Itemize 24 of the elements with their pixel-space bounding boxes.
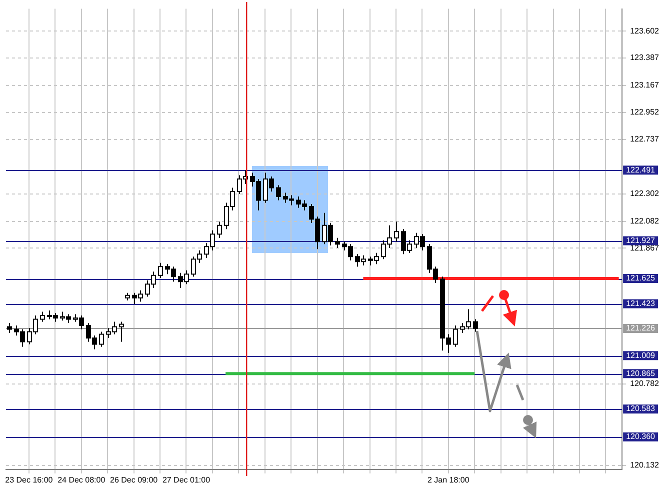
- y-tick-label: 123.167: [630, 80, 660, 90]
- y-tick-label: 123.602: [630, 26, 660, 36]
- y-tick-label: 122.952: [630, 108, 660, 117]
- ref-line-label: 120.865: [626, 368, 656, 378]
- x-tick-label: 2 Jan 18:00: [427, 475, 470, 484]
- y-tick-label: 121.867: [630, 243, 660, 252]
- y-tick-label: 122.302: [630, 188, 660, 198]
- ref-line-label: 120.360: [626, 432, 656, 442]
- y-tick-label: 120.782: [630, 379, 660, 388]
- y-tick-label: 120.132: [630, 460, 660, 470]
- ref-line-label: 121.927: [626, 236, 656, 245]
- ref-line-label: 121.423: [626, 299, 656, 308]
- ref-line-label: 122.491: [626, 165, 656, 174]
- y-tick-label: 122.082: [630, 216, 660, 226]
- ref-line-label: 121.625: [626, 274, 656, 283]
- ref-line-label: 121.009: [626, 350, 656, 360]
- x-tick-label: 27 Dec 01:00: [162, 475, 211, 484]
- y-tick-label: 123.387: [630, 53, 660, 62]
- x-tick-label: 23 Dec 16:00: [5, 475, 54, 484]
- ref-line-label: 121.226: [626, 324, 656, 333]
- y-tick-label: 122.737: [630, 134, 660, 144]
- ref-line-label: 120.583: [626, 404, 656, 414]
- x-tick-label: 24 Dec 08:00: [58, 475, 106, 484]
- x-tick-label: 26 Dec 09:00: [110, 475, 158, 484]
